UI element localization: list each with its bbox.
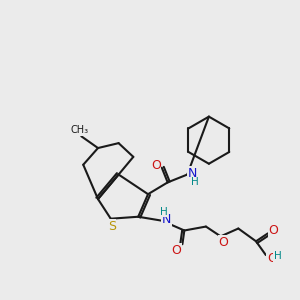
Text: S: S	[108, 220, 116, 233]
Text: O: O	[219, 236, 229, 249]
Text: N: N	[188, 167, 197, 180]
Text: H: H	[191, 177, 199, 188]
Text: O: O	[269, 224, 279, 237]
Text: N: N	[162, 213, 171, 226]
Text: O: O	[267, 252, 277, 266]
Text: H: H	[160, 207, 168, 217]
Text: CH₃: CH₃	[70, 125, 88, 135]
Text: O: O	[151, 159, 161, 172]
Text: O: O	[172, 244, 182, 256]
Text: H: H	[274, 251, 281, 261]
